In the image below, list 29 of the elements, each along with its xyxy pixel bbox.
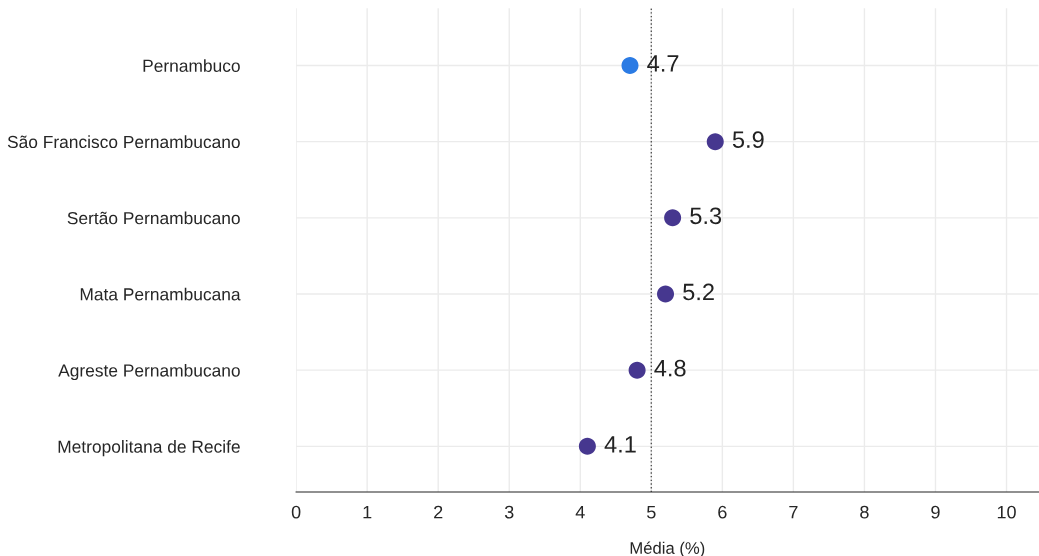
data-label: 5.2: [683, 283, 714, 301]
y-tick-label: Pernambuco: [143, 59, 240, 72]
point: [628, 361, 646, 379]
y-tick-label: Mata Pernambucana: [80, 287, 241, 301]
point: [657, 285, 675, 303]
x-tick-label: 9: [931, 505, 940, 519]
x-tick-label: 1: [363, 505, 372, 519]
point: [621, 56, 639, 74]
y-tick-label: Agreste Pernambucano: [58, 363, 240, 381]
x-tick-label: 10: [997, 505, 1016, 519]
x-tick-label: 3: [504, 505, 514, 519]
x-tick-label: 4: [575, 505, 585, 519]
x-tick-label: 5: [647, 505, 656, 519]
y-tick-label: Metropolitana de Recife: [58, 440, 240, 457]
data-label: 4.7: [647, 55, 679, 72]
x-tick-label: 8: [860, 505, 869, 519]
point: [578, 437, 596, 455]
y-tick-label: São Francisco Pernambucano: [7, 135, 240, 149]
y-tick-label: Sertão Pernambucano: [67, 211, 240, 225]
x-tick-label: 6: [718, 505, 727, 519]
data-label: 5.9: [732, 131, 764, 148]
x-tick-label: 2: [434, 505, 443, 519]
point: [706, 133, 724, 151]
data-label: 4.8: [654, 359, 686, 377]
point: [664, 209, 682, 227]
x-tick-label: 7: [789, 505, 798, 519]
data-label: 5.3: [690, 207, 722, 225]
x-tick-label: 0: [291, 505, 301, 519]
data-label: 4.1: [604, 436, 636, 453]
